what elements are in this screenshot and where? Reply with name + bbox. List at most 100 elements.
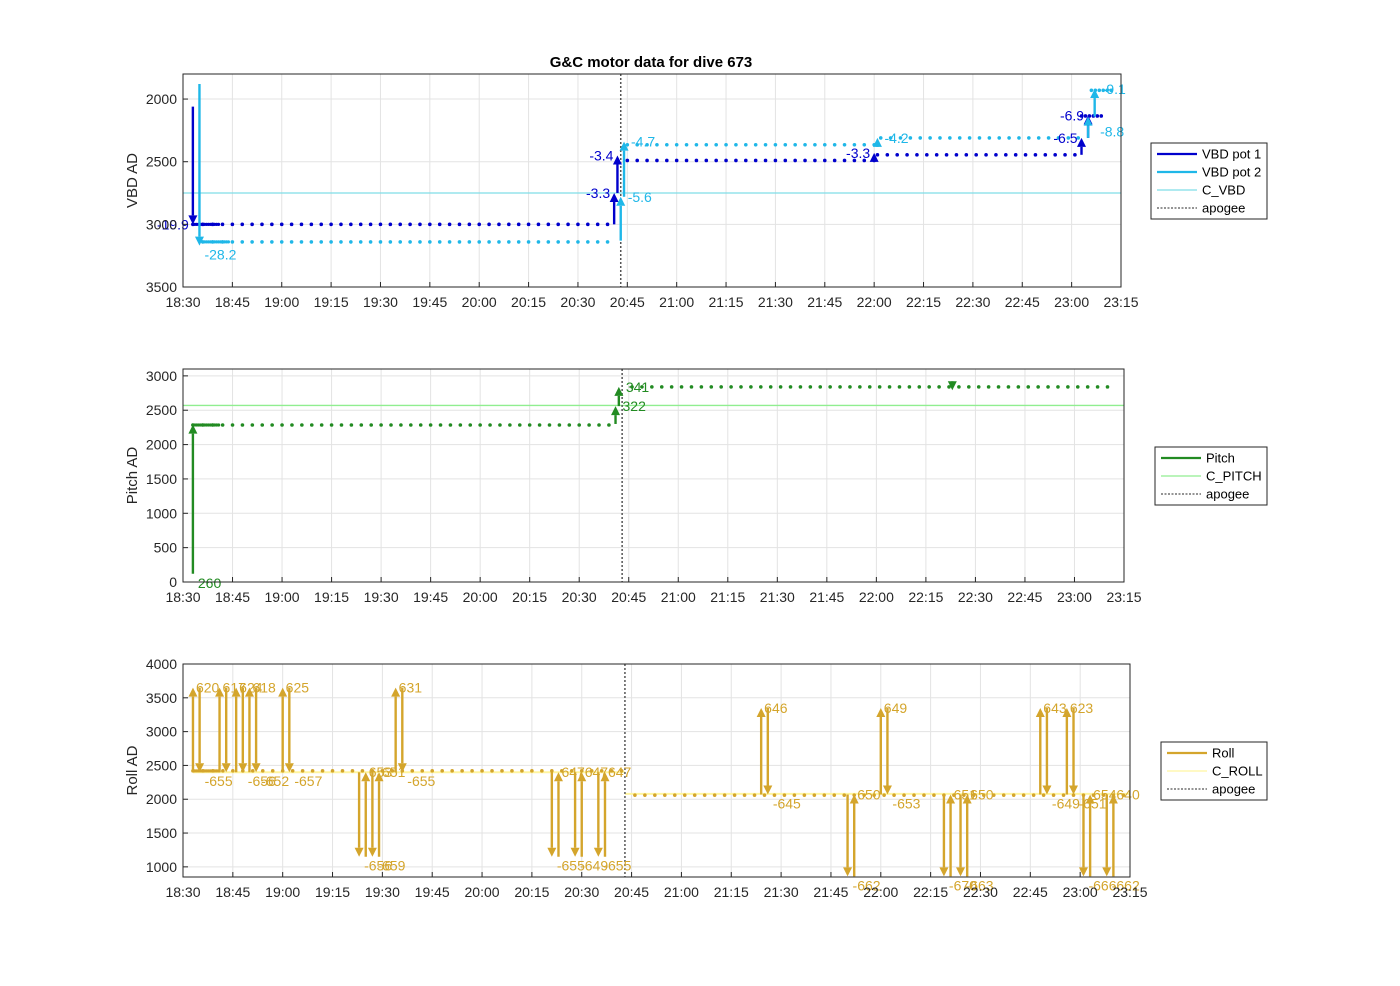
vbd-data-point	[888, 136, 893, 140]
vbd-data-point	[368, 240, 373, 244]
pitch-data-point	[300, 423, 304, 427]
vbd-data-point	[1105, 88, 1109, 93]
vbd-data-point	[925, 153, 929, 157]
vbd-data-point	[987, 136, 992, 140]
vbd-x-tick-label: 18:45	[215, 294, 250, 310]
vbd-data-point	[586, 240, 590, 244]
pitch-x-tick-label: 20:00	[463, 589, 498, 605]
pitch-legend-entry: Pitch	[1206, 451, 1235, 466]
roll-data-point	[802, 793, 807, 797]
pitch-data-point	[867, 385, 872, 389]
vbd-data-point	[260, 240, 264, 244]
roll-data-point	[420, 769, 425, 773]
vbd-arrow-label: -28.2	[204, 247, 236, 263]
pitch-arrow-label: 341	[626, 379, 650, 395]
vbd-arrow-label: -4.7	[631, 134, 655, 150]
vbd-data-point	[724, 142, 728, 147]
vbd-data-point	[822, 142, 827, 147]
roll-data-point	[991, 793, 996, 797]
roll-arrow-label: -649	[1052, 796, 1080, 812]
pitch-arrow-label: 260	[198, 575, 222, 591]
vbd-data-point	[418, 240, 422, 244]
pitch-data-point	[1006, 385, 1011, 389]
roll-arrow-head	[231, 687, 241, 697]
roll-data-point	[1121, 793, 1126, 797]
roll-data-point	[410, 769, 415, 773]
roll-data-point	[682, 793, 687, 797]
roll-data-point	[742, 793, 747, 797]
roll-arrow-label: 653	[369, 764, 393, 780]
vbd-data-point	[230, 222, 235, 227]
pitch-y-tick-label: 1500	[146, 471, 177, 487]
vbd-data-point	[536, 222, 541, 227]
pitch-data-point	[478, 423, 482, 427]
pitch-data-point	[1026, 385, 1031, 389]
roll-data-point	[270, 769, 275, 773]
vbd-data-point	[944, 153, 949, 157]
vbd-data-point	[813, 158, 817, 163]
roll-data-point	[822, 793, 827, 797]
roll-arrow-label: -655	[603, 858, 631, 874]
roll-arrow-label: 617	[223, 680, 247, 696]
roll-x-tick-label: 22:00	[863, 884, 898, 900]
vbd-data-point	[216, 222, 221, 226]
pitch-data-point	[828, 385, 832, 389]
vbd-data-point	[1023, 153, 1028, 157]
roll-arrow-head	[374, 772, 384, 782]
vbd-x-tick-label: 20:00	[462, 294, 497, 310]
vbd-data-point	[378, 240, 383, 244]
roll-data-point	[569, 769, 574, 773]
vbd-x-tick-label: 22:15	[906, 294, 941, 310]
vbd-data-point	[635, 158, 639, 163]
roll-arrow-head	[577, 772, 587, 782]
roll-legend-entry: apogee	[1212, 782, 1255, 797]
roll-x-tick-label: 19:00	[265, 884, 300, 900]
roll-arrow-label: 618	[252, 680, 276, 696]
vbd-data-point	[437, 222, 442, 227]
pitch-data-point	[428, 423, 433, 427]
vbd-data-point	[516, 240, 521, 244]
roll-data-point	[579, 769, 584, 773]
vbd-data-point	[576, 240, 580, 244]
vbd-data-point	[497, 240, 501, 244]
roll-data-point	[1091, 793, 1096, 797]
vbd-data-point	[1101, 88, 1106, 93]
pitch-data-point	[679, 385, 684, 389]
roll-data-point	[300, 769, 305, 773]
pitch-data-point	[739, 385, 743, 389]
roll-data-point	[360, 769, 365, 773]
vbd-data-point	[349, 240, 353, 244]
vbd-data-point	[1066, 136, 1071, 140]
vbd-data-point	[948, 136, 952, 140]
pitch-data-point	[260, 423, 265, 427]
pitch-data-point	[699, 385, 704, 389]
roll-x-tick-label: 20:15	[514, 884, 549, 900]
vbd-arrow-head	[616, 196, 626, 206]
vbd-data-point	[684, 142, 689, 147]
roll-arrow-head	[1102, 867, 1112, 877]
pitch-data-point	[1075, 385, 1080, 389]
vbd-data-point	[862, 158, 867, 163]
vbd-data-point	[467, 222, 472, 227]
roll-arrow-label: -655	[557, 858, 585, 874]
vbd-data-point	[793, 158, 797, 163]
vbd-data-point	[299, 240, 304, 244]
vbd-arrow-label: -19.9	[157, 216, 189, 232]
vbd-data-point	[1053, 153, 1057, 157]
roll-arrow-label: 651	[382, 764, 406, 780]
vbd-x-tick-label: 22:30	[955, 294, 990, 310]
roll-data-point	[922, 793, 926, 797]
vbd-data-point	[645, 158, 649, 163]
pitch-data-point	[927, 385, 931, 389]
vbd-data-point	[279, 222, 284, 227]
pitch-x-tick-label: 20:30	[562, 589, 597, 605]
roll-arrow-label: 650	[970, 787, 994, 803]
roll-arrow-head	[1108, 794, 1118, 804]
roll-arrow-head	[843, 867, 853, 877]
vbd-data-point	[694, 142, 699, 147]
vbd-arrow-label: -6.9	[1060, 107, 1084, 123]
pitch-data-point	[1016, 385, 1021, 389]
vbd-data-point	[783, 142, 788, 147]
vbd-data-point	[250, 240, 254, 244]
vbd-axes-box	[182, 73, 1122, 288]
